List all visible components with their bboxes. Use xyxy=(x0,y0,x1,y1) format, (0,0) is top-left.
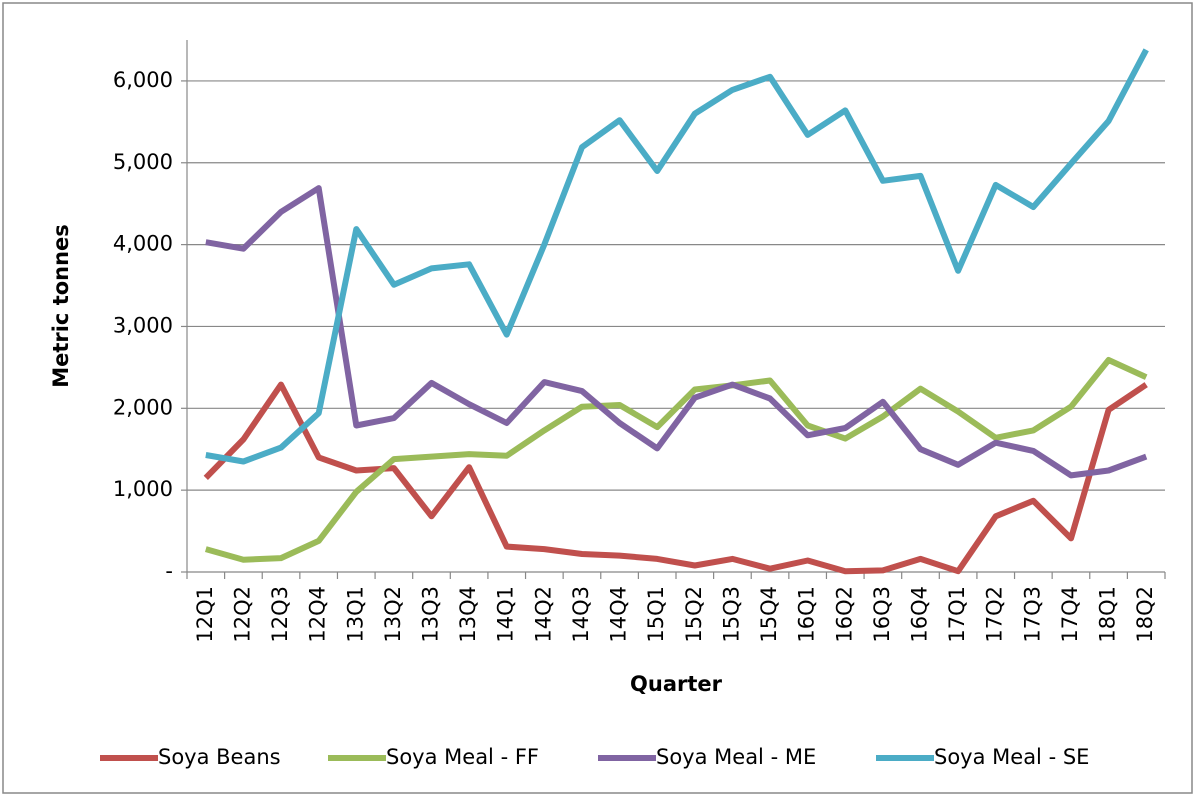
x-tick-label: 12Q4 xyxy=(306,586,330,643)
y-tick-label: 2,000 xyxy=(113,395,173,419)
x-tick-label: 18Q1 xyxy=(1096,586,1120,643)
legend-label: Soya Beans xyxy=(158,745,281,769)
x-tick-label: 12Q1 xyxy=(193,586,217,643)
y-tick-label: 5,000 xyxy=(113,150,173,174)
x-tick-label: 12Q3 xyxy=(268,586,292,643)
x-tick-label: 14Q2 xyxy=(531,586,555,643)
x-tick-label: 16Q1 xyxy=(795,586,819,643)
x-tick-label: 17Q3 xyxy=(1020,586,1044,643)
y-tick-label: 3,000 xyxy=(113,313,173,337)
y-tick-label: 4,000 xyxy=(113,232,173,256)
x-tick-label: 14Q4 xyxy=(607,586,631,643)
x-tick-label: 17Q2 xyxy=(983,586,1007,643)
y-tick-label: - xyxy=(165,559,173,583)
y-axis-title: Metric tonnes xyxy=(49,224,73,388)
y-tick-label: 6,000 xyxy=(113,68,173,92)
legend-label: Soya Meal - ME xyxy=(656,745,816,769)
x-tick-label: 13Q4 xyxy=(456,586,480,643)
x-tick-label: 12Q2 xyxy=(230,586,254,643)
legend-label: Soya Meal - FF xyxy=(386,745,539,769)
x-tick-label: 18Q2 xyxy=(1133,586,1157,643)
x-tick-label: 16Q2 xyxy=(832,586,856,643)
legend-label: Soya Meal - SE xyxy=(934,745,1089,769)
x-tick-label: 15Q4 xyxy=(757,586,781,643)
x-tick-label: 15Q1 xyxy=(644,586,668,643)
x-tick-label: 13Q3 xyxy=(419,586,443,643)
x-tick-label: 15Q2 xyxy=(682,586,706,643)
x-tick-label: 14Q3 xyxy=(569,586,593,643)
series-line xyxy=(203,381,1148,575)
x-tick-label: 14Q1 xyxy=(494,586,518,643)
series-line xyxy=(205,48,1149,465)
x-tick-label: 16Q4 xyxy=(908,586,932,643)
x-tick-label: 15Q3 xyxy=(719,586,743,643)
x-tick-label: 17Q4 xyxy=(1058,586,1082,643)
x-tick-label: 13Q1 xyxy=(343,586,367,643)
y-tick-label: 1,000 xyxy=(113,477,173,501)
series-line xyxy=(205,185,1148,479)
x-tick-label: 13Q2 xyxy=(381,586,405,643)
series-line xyxy=(204,357,1148,563)
x-axis-title: Quarter xyxy=(630,672,723,696)
x-tick-label: 16Q3 xyxy=(870,586,894,643)
x-tick-label: 17Q1 xyxy=(945,586,969,643)
